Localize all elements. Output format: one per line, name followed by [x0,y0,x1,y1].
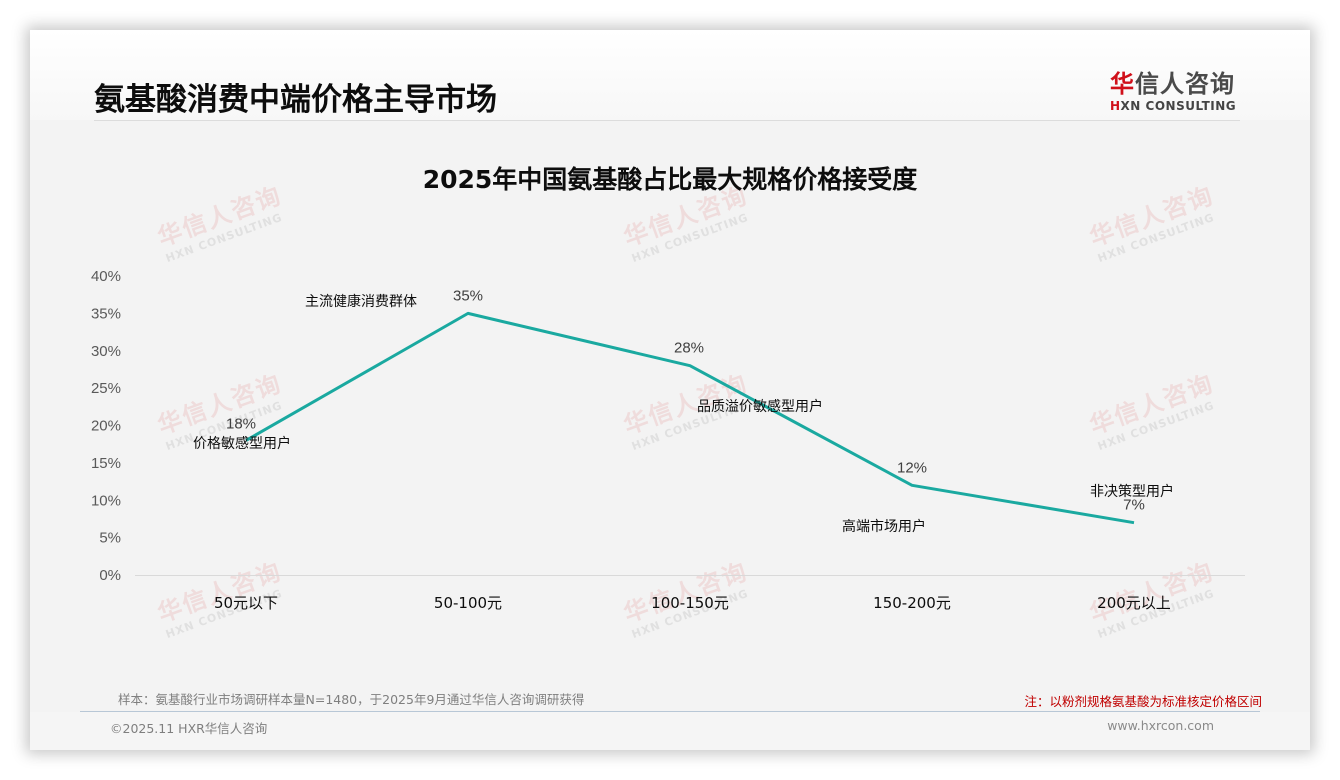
y-axis: 0% 5% 10% 15% 20% 25% 30% 35% 40% [91,268,121,584]
x-tick-label: 100-150元 [651,594,729,612]
page-title: 氨基酸消费中端价格主导市场 [94,82,497,118]
y-tick-label: 40% [91,268,121,285]
slide: 氨基酸消费中端价格主导市场 华信人咨询 HXN CONSULTING 华信人咨询… [30,30,1310,750]
x-tick-label: 50-100元 [434,594,502,612]
price-note: 注：以粉剂规格氨基酸为标准核定价格区间 [1024,694,1262,709]
annotation-label: 高端市场用户 [842,518,926,535]
website-url: www.hxrcon.com [1107,718,1214,733]
logo-en: HXN CONSULTING [1110,99,1237,113]
slide-header [30,30,1310,120]
copyright: ©2025.11 HXR华信人咨询 [110,721,268,736]
footer-band [30,712,1310,750]
data-label: 12% [897,459,927,476]
annotation-label: 非决策型用户 [1090,483,1174,500]
logo-cn: 华信人咨询 [1110,70,1235,98]
data-labels: 18% 35% 28% 12% 7% [226,287,1145,513]
line-chart: 0% 5% 10% 15% 20% 25% 30% 35% 40% 50元以下 50-100元 10… [91,268,1245,612]
data-label: 28% [674,340,704,357]
annotation-label: 品质溢价敏感型用户 [697,398,823,415]
annotation-label: 主流健康消费群体 [305,293,417,310]
footer-divider [80,711,1260,712]
data-label: 18% [226,415,256,432]
x-tick-label: 50元以下 [214,594,278,612]
chart-title: 2025年中国氨基酸占比最大规格价格接受度 [422,165,918,194]
x-axis: 50元以下 50-100元 100-150元 150-200元 200元以上 [214,594,1171,612]
y-tick-label: 15% [91,455,121,472]
data-label: 7% [1123,497,1145,514]
data-label: 35% [453,287,483,304]
x-tick-label: 150-200元 [873,594,951,612]
y-tick-label: 20% [91,418,121,435]
x-tick-label: 200元以上 [1097,594,1171,612]
y-tick-label: 30% [91,343,121,360]
series-line [245,311,1135,525]
header-divider [94,120,1240,121]
y-tick-label: 5% [99,530,121,547]
sample-note: 样本：氨基酸行业市场调研样本量N=1480，于2025年9月通过华信人咨询调研获… [118,692,585,707]
y-tick-label: 25% [91,380,121,397]
y-tick-label: 0% [99,567,121,584]
y-tick-label: 35% [91,305,121,322]
annotation-label: 价格敏感型用户 [193,435,291,452]
y-tick-label: 10% [91,492,121,509]
company-logo: 华信人咨询 HXN CONSULTING [1110,64,1242,113]
